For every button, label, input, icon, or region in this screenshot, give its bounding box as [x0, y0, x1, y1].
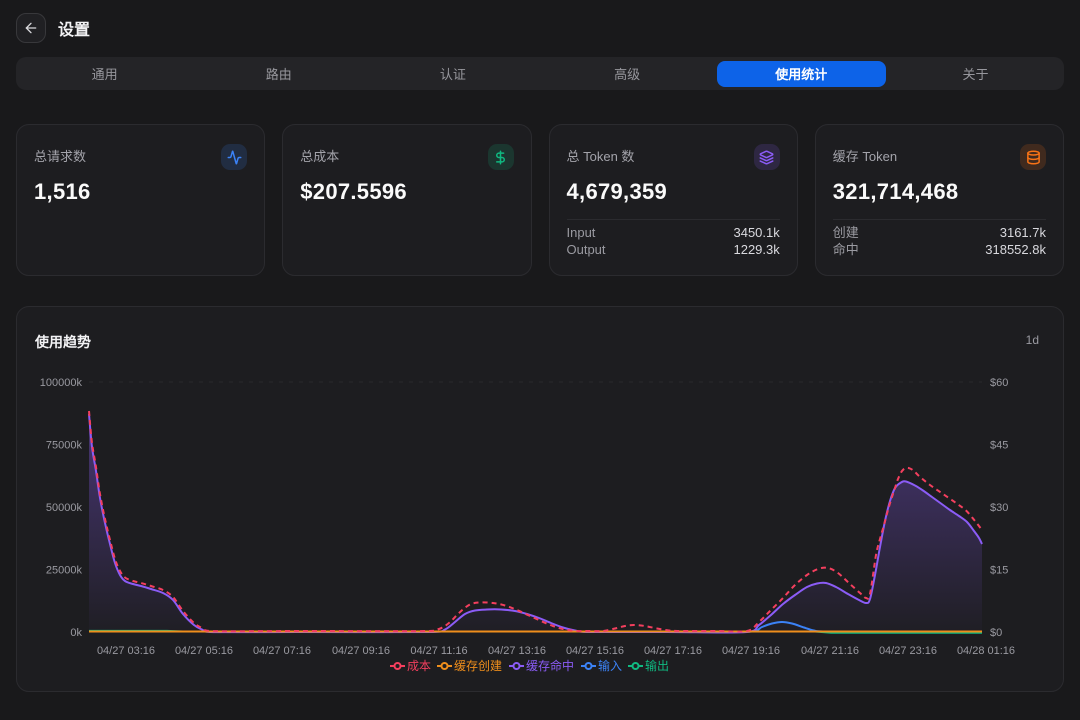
svg-text:100000k: 100000k — [40, 377, 83, 389]
svg-text:04/27 19:16: 04/27 19:16 — [722, 645, 780, 657]
svg-text:$15: $15 — [990, 565, 1008, 577]
svg-text:75000k: 75000k — [46, 440, 83, 452]
svg-text:04/27 11:16: 04/27 11:16 — [410, 645, 467, 657]
svg-text:缓存命中: 缓存命中 — [526, 658, 574, 673]
svg-text:成本: 成本 — [407, 659, 431, 673]
svg-text:$45: $45 — [990, 440, 1008, 452]
svg-text:输入: 输入 — [598, 658, 622, 673]
svg-text:$60: $60 — [990, 377, 1008, 389]
svg-text:0k: 0k — [70, 627, 82, 639]
svg-text:04/27 03:16: 04/27 03:16 — [97, 645, 155, 657]
svg-text:50000k: 50000k — [46, 502, 83, 514]
svg-text:04/27 09:16: 04/27 09:16 — [332, 645, 390, 657]
svg-text:25000k: 25000k — [46, 565, 83, 577]
svg-text:04/27 05:16: 04/27 05:16 — [175, 645, 233, 657]
svg-text:$30: $30 — [990, 502, 1008, 514]
svg-text:04/27 17:16: 04/27 17:16 — [644, 645, 702, 657]
svg-text:缓存创建: 缓存创建 — [454, 659, 502, 673]
svg-text:04/27 13:16: 04/27 13:16 — [488, 645, 546, 657]
svg-text:04/28 01:16: 04/28 01:16 — [957, 645, 1015, 657]
svg-text:04/27 07:16: 04/27 07:16 — [253, 645, 311, 657]
svg-text:04/27 15:16: 04/27 15:16 — [566, 645, 624, 657]
svg-text:04/27 23:16: 04/27 23:16 — [879, 645, 937, 657]
svg-text:输出: 输出 — [645, 658, 669, 673]
svg-text:$0: $0 — [990, 627, 1002, 639]
svg-text:04/27 21:16: 04/27 21:16 — [801, 645, 859, 657]
